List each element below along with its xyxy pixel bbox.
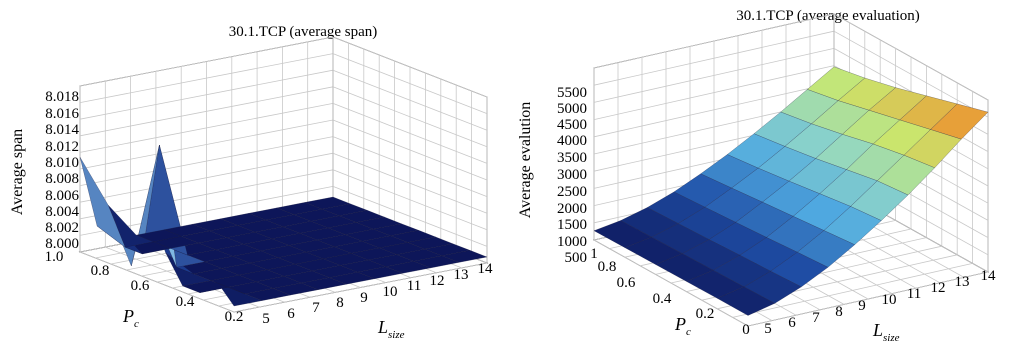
chart1-y-tick: 1.0 (45, 249, 64, 265)
grid-line (79, 103, 334, 153)
chart-average-span: 30.1.TCP (average span) 8.000 8.002 8.00… (9, 24, 493, 341)
grid-line (79, 36, 334, 87)
chart1-x-tick: 14 (478, 261, 494, 277)
chart2-y-tick: 0.4 (653, 291, 672, 307)
chart1-surface (79, 144, 488, 307)
grid-line (332, 186, 488, 247)
grid-line (79, 69, 334, 120)
chart1-x-tick: 7 (312, 300, 320, 316)
chart2-z-tick: 3000 (557, 167, 587, 183)
chart2-x-tick: 8 (835, 304, 843, 320)
grid-line (332, 53, 488, 114)
chart2-z-tick: 4000 (557, 133, 587, 149)
chart2-z-ticks: 500 1000 1500 2000 2500 3000 3500 4000 4… (557, 85, 587, 266)
chart1-y-tick: 0.8 (91, 263, 110, 279)
chart-average-evaluation: 30.1.TCP (average evaluation) 500 1000 1… (517, 8, 996, 344)
chart2-x-label: Lsize (872, 320, 900, 344)
chart2-z-tick: 2500 (557, 184, 587, 200)
grid-line (833, 13, 989, 101)
chart2-y-tick: 0 (742, 322, 750, 338)
chart1-x-tick: 10 (383, 284, 398, 300)
grid-line (79, 152, 334, 203)
chart2-z-tick: 1000 (557, 234, 587, 250)
chart1-x-tick: 6 (287, 306, 295, 322)
chart1-title: 30.1.TCP (average span) (229, 24, 378, 40)
grid-line (79, 169, 334, 220)
chart2-z-tick: 4500 (557, 117, 587, 133)
chart1-x-tick: 8 (336, 295, 344, 311)
chart1-z-tick: 8.014 (45, 122, 79, 138)
chart1-y-tick: 0.2 (225, 309, 244, 325)
grid-line (593, 65, 835, 120)
chart2-x-tick: 14 (981, 268, 997, 284)
chart2-y-ticks: 0 0.2 0.4 0.6 0.8 1 (590, 246, 750, 338)
grid-line (332, 136, 488, 197)
chart1-z-tick: 8.002 (45, 220, 79, 236)
chart1-x-tick: 5 (262, 311, 270, 327)
chart2-x-tick: 6 (788, 315, 796, 331)
grid-line (332, 36, 488, 98)
chart2-x-ticks: 5 6 7 8 9 10 11 12 13 14 (764, 268, 996, 337)
chart2-y-tick: 1 (590, 246, 598, 262)
grid-line (79, 119, 334, 170)
chart2-z-tick: 5000 (557, 101, 587, 117)
chart2-y-tick: 0.8 (598, 259, 617, 275)
chart2-x-tick: 12 (931, 280, 946, 296)
chart2-z-tick: 3500 (557, 150, 587, 166)
chart1-y-tick: 0.4 (176, 294, 195, 310)
chart1-x-ticks: 5 6 7 8 9 10 11 12 13 14 (262, 261, 493, 327)
chart2-y-label: Pc (674, 314, 691, 338)
grid-line (833, 30, 989, 118)
chart2-surface (593, 66, 989, 316)
chart2-x-tick: 13 (955, 274, 970, 290)
chart1-z-tick: 8.016 (45, 106, 79, 122)
chart2-title: 30.1.TCP (average evaluation) (736, 8, 920, 24)
chart1-z-tick: 8.010 (45, 155, 79, 171)
chart2-z-label: Average evalution (517, 102, 534, 219)
grid-line (79, 86, 334, 137)
grid-line (332, 86, 488, 148)
grid-line (593, 30, 835, 86)
chart1-x-tick: 11 (407, 278, 421, 294)
grid-line (593, 82, 835, 138)
grid-line (79, 136, 334, 186)
chart2-x-tick: 11 (907, 286, 921, 302)
chart2-y-tick: 0.2 (696, 306, 715, 322)
chart1-z-tick: 8.012 (45, 139, 79, 155)
chart1-x-label: Lsize (377, 317, 405, 341)
chart2-x-tick: 9 (858, 298, 866, 314)
grid-line (332, 169, 488, 231)
chart2-y-tick: 0.6 (617, 275, 636, 291)
chart1-x-tick: 12 (430, 273, 445, 289)
grid-line (79, 53, 334, 103)
chart1-z-label: Average span (9, 129, 26, 215)
grid-line (332, 69, 488, 131)
chart1-x-tick: 9 (360, 290, 368, 306)
surface-cell (79, 156, 126, 248)
chart1-x-tick: 13 (454, 267, 469, 283)
chart1-y-ticks: 0.2 0.4 0.6 0.8 1.0 (45, 249, 244, 325)
chart2-z-tick: 5500 (557, 85, 587, 101)
grid-line (332, 119, 488, 181)
grid-line (332, 152, 488, 214)
chart1-y-tick: 0.6 (131, 278, 150, 294)
grid-line (332, 103, 488, 164)
surface-cell (593, 220, 652, 248)
chart2-x-tick: 7 (812, 310, 820, 326)
chart1-z-tick: 8.006 (45, 188, 79, 204)
chart1-z-ticks: 8.000 8.002 8.004 8.006 8.008 8.010 8.01… (45, 89, 79, 252)
chart1-z-tick: 8.000 (45, 236, 79, 252)
chart2-x-tick: 10 (882, 292, 897, 308)
chart2-x-tick: 5 (764, 321, 772, 337)
chart2-z-tick: 2000 (557, 201, 587, 217)
chart2-z-tick: 500 (565, 250, 588, 266)
grid-line (593, 48, 835, 103)
chart1-z-tick: 8.008 (45, 171, 79, 187)
chart1-z-tick: 8.018 (45, 89, 79, 105)
grid-line (593, 13, 835, 69)
chart2-z-tick: 1500 (557, 217, 587, 233)
chart1-z-tick: 8.004 (45, 204, 79, 220)
chart1-y-label: Pc (122, 306, 139, 330)
